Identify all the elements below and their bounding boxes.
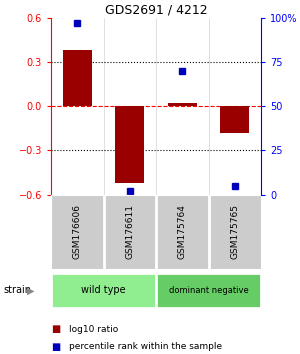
- Bar: [63, 50, 92, 106]
- Text: GSM175764: GSM175764: [178, 204, 187, 259]
- Text: log10 ratio: log10 ratio: [69, 325, 118, 334]
- Bar: [115, 106, 144, 183]
- Text: ■: ■: [51, 324, 60, 334]
- Text: ■: ■: [51, 342, 60, 352]
- Bar: [168, 103, 197, 106]
- Text: percentile rank within the sample: percentile rank within the sample: [69, 342, 222, 352]
- Text: GSM175765: GSM175765: [230, 204, 239, 259]
- Text: ▶: ▶: [27, 285, 34, 295]
- Bar: [220, 106, 249, 133]
- Bar: [156, 273, 261, 308]
- Title: GDS2691 / 4212: GDS2691 / 4212: [105, 4, 207, 17]
- Text: GSM176611: GSM176611: [125, 204, 134, 259]
- Text: strain: strain: [3, 285, 31, 295]
- Text: GSM176606: GSM176606: [73, 204, 82, 259]
- Bar: [51, 273, 156, 308]
- Text: wild type: wild type: [81, 285, 126, 295]
- Text: dominant negative: dominant negative: [169, 286, 248, 295]
